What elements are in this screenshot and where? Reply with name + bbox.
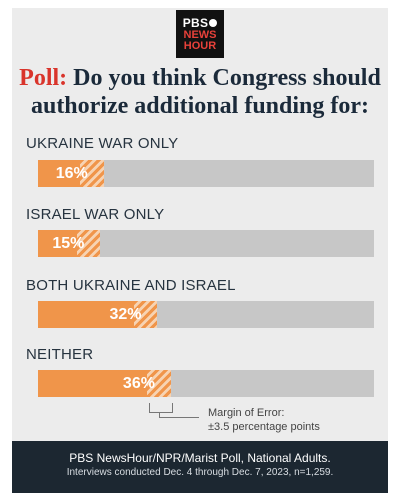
title-prefix: Poll: bbox=[19, 65, 68, 91]
data-label: 32% bbox=[109, 306, 142, 323]
category-label: NEITHER bbox=[26, 346, 94, 363]
moe-note: Margin of Error: ±3.5 percentage points bbox=[208, 406, 320, 434]
logo-line-1: PBS bbox=[176, 10, 224, 29]
bar bbox=[38, 370, 148, 397]
bar bbox=[38, 301, 134, 328]
source-footer: PBS NewsHour/NPR/Marist Poll, National A… bbox=[12, 441, 388, 493]
moe-bracket bbox=[149, 403, 173, 413]
footer-detail: Interviews conducted Dec. 4 through Dec.… bbox=[66, 467, 334, 478]
bar-track: 15% bbox=[38, 230, 374, 257]
data-label: 36% bbox=[122, 375, 155, 392]
bar-track: 16% bbox=[38, 160, 374, 187]
logo-line-3: HOUR bbox=[183, 40, 217, 52]
moe-note-line-2: ±3.5 percentage points bbox=[208, 421, 320, 433]
category-label: UKRAINE WAR ONLY bbox=[26, 135, 179, 152]
margin-of-error-band bbox=[133, 301, 158, 328]
bar bbox=[38, 230, 77, 257]
title-line-2: authorize additional funding for: bbox=[30, 93, 370, 119]
category-label: BOTH UKRAINE AND ISRAEL bbox=[26, 277, 236, 294]
data-label: 16% bbox=[55, 165, 88, 182]
moe-note-line-1: Margin of Error: bbox=[208, 407, 285, 419]
pbs-newshour-logo: PBS NEWS HOUR bbox=[176, 10, 224, 58]
margin-of-error-band bbox=[76, 230, 101, 257]
data-label: 15% bbox=[52, 235, 85, 252]
moe-leader-line bbox=[159, 417, 199, 418]
margin-of-error-band bbox=[80, 160, 104, 187]
bar-track: 36% bbox=[38, 370, 374, 397]
bar bbox=[38, 160, 80, 187]
margin-of-error-band bbox=[147, 370, 171, 397]
footer-source: PBS NewsHour/NPR/Marist Poll, National A… bbox=[69, 451, 331, 465]
bar-track: 32% bbox=[38, 301, 374, 328]
category-label: ISRAEL WAR ONLY bbox=[26, 206, 165, 223]
chart-title: Poll: Do you think Congress should autho… bbox=[12, 64, 388, 120]
title-line-1: Do you think Congress should bbox=[67, 65, 381, 91]
moe-bracket-stem bbox=[159, 412, 160, 418]
logo-line-2: NEWS bbox=[183, 29, 217, 41]
